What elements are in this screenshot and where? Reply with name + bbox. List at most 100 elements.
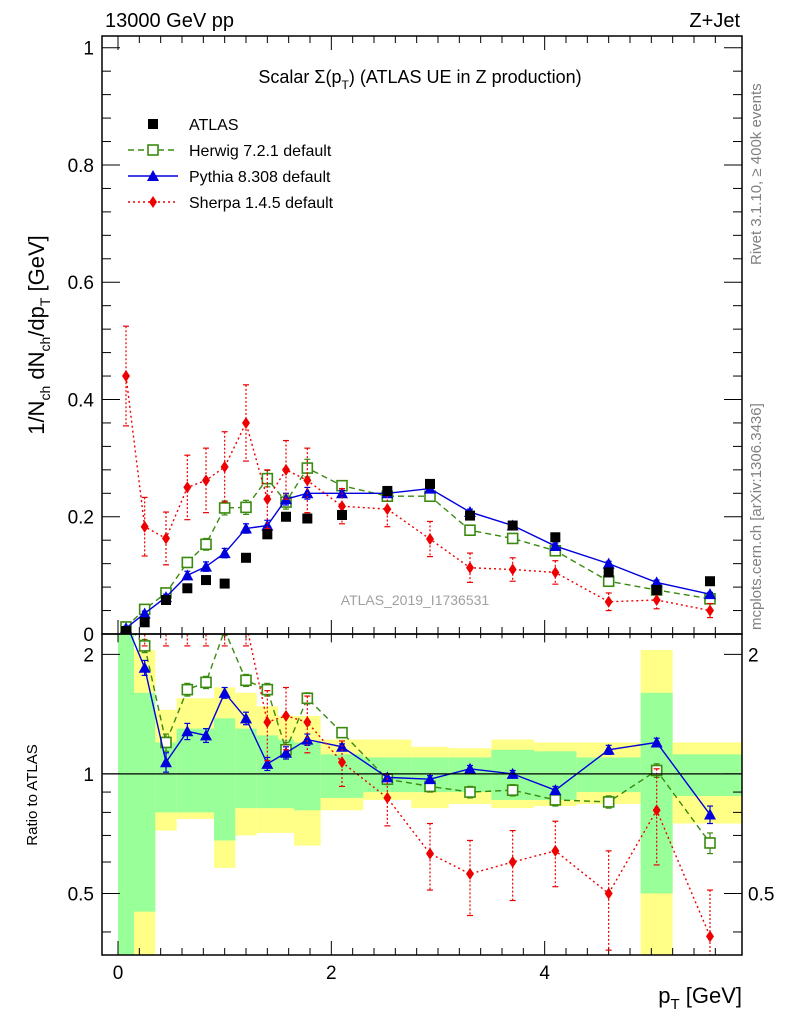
ratio-pythia-point-4 (200, 729, 212, 741)
ytick-label-main: 1 (83, 39, 94, 60)
band-green-5 (214, 718, 236, 841)
main-atlas-point-4 (201, 575, 211, 586)
main-pythia-point-6 (240, 522, 252, 534)
ytick-label-ratio: 2 (83, 645, 94, 666)
main-atlas-point-2 (161, 594, 171, 605)
ytick-label-ratio-right: 0.5 (748, 884, 774, 905)
ratio-pythia-point-8 (280, 746, 292, 758)
ratio-frame (101, 633, 743, 956)
side-label-rivet: Rivet 3.1.10, ≥ 400k events (748, 83, 765, 265)
main-sherpa-point-10 (338, 500, 346, 513)
main-atlas-point-12 (425, 478, 435, 489)
main-sherpa-point-12 (426, 533, 434, 546)
main-herwig-point-5 (218, 502, 231, 514)
main-atlas-point-10 (337, 509, 347, 520)
main-atlas-point-6 (241, 552, 251, 563)
main-series-group (120, 325, 716, 634)
band-green-1 (134, 692, 156, 912)
ratio-sherpa-point-18 (706, 930, 714, 943)
main-sherpa-point-2 (162, 532, 170, 545)
main-atlas-point-13 (465, 510, 475, 521)
ratio-pythia-point-9 (301, 733, 314, 745)
main-pythia-point-3 (181, 569, 194, 581)
main-sherpa-point-9 (303, 474, 312, 487)
main-sherpa-point-4 (202, 474, 210, 487)
ytick-label-ratio: 0.5 (68, 884, 94, 905)
legend-label-sherpa: Sherpa 1.4.5 default (189, 195, 334, 212)
ratio-sherpa-point-8 (282, 709, 290, 722)
legend-marker-sherpa (149, 196, 157, 208)
main-atlas-point-5 (219, 578, 230, 589)
band-green-0 (118, 634, 134, 955)
ytick-label-ratio: 1 (83, 765, 94, 786)
main-sherpa-point-14 (508, 563, 517, 576)
legend-label-atlas: ATLAS (189, 117, 239, 134)
ratio-pythia-point-12 (424, 773, 436, 785)
ratio-sherpa-point-16 (604, 887, 613, 900)
xtick-label: 2 (326, 963, 337, 984)
header-left: 13000 GeV pp (105, 10, 234, 32)
ratio-sherpa-point-15 (551, 844, 560, 857)
main-sherpa-point-7 (263, 493, 272, 506)
main-herwig-point-6 (240, 501, 252, 514)
main-pythia-point-1 (138, 607, 151, 619)
ratio-sherpa-point-9 (303, 716, 312, 729)
ratio-sherpa-point-7 (263, 716, 272, 729)
ratio-sherpa-point-10 (338, 756, 346, 769)
analysis-watermark: ATLAS_2019_I1736531 (341, 592, 490, 608)
x-axis-title: pT [GeV] (658, 983, 742, 1013)
main-atlas-point-16 (603, 567, 614, 578)
main-pythia-point-4 (200, 560, 212, 572)
ratio-herwig-point-14 (506, 784, 519, 796)
main-sherpa-point-8 (282, 463, 290, 476)
ytick-label-main: 0.6 (68, 273, 94, 294)
ratio-pythia-point-11 (381, 771, 394, 783)
legend-label-pythia: Pythia 8.308 default (189, 169, 331, 186)
ratio-pythia-point-13 (464, 762, 476, 774)
main-sherpa-point-3 (183, 481, 192, 494)
ratio-pythia-point-7 (261, 757, 274, 769)
main-pythia-point-5 (218, 547, 231, 559)
ytick-label-main: 0.8 (68, 156, 94, 177)
main-sherpa-point-0 (122, 370, 130, 383)
ratio-sherpa-point-11 (383, 791, 392, 804)
main-atlas-point-1 (139, 617, 150, 628)
ratio-pythia-point-16 (602, 743, 615, 755)
ratio-pythia-point-17 (650, 736, 663, 748)
ratio-pythia-point-15 (549, 784, 562, 796)
legend-marker-atlas (148, 119, 158, 129)
ratio-pythia-point-5 (218, 686, 231, 698)
ratio-herwig-point-9 (301, 692, 314, 705)
main-atlas-point-8 (281, 511, 291, 522)
ratio-sherpa-point-17 (652, 804, 661, 817)
legend-label-herwig: Herwig 7.2.1 default (189, 143, 332, 160)
ratio-series-group (129, 634, 716, 955)
ratio-ylabel: Ratio to ATLAS (24, 744, 41, 845)
ytick-label-main: 0.4 (68, 390, 95, 411)
ratio-herwig-point-10 (336, 726, 348, 739)
main-sherpa-point-17 (652, 593, 661, 606)
main-atlas-point-17 (651, 585, 662, 596)
main-sherpa-point-1 (140, 520, 149, 533)
side-label-mcplots: mcplots.cern.ch [arXiv:1306.3436] (748, 403, 765, 630)
main-sherpa-point-11 (383, 503, 392, 516)
main-sherpa-line (125, 375, 711, 612)
header-right: Z+Jet (689, 10, 740, 32)
chart-title-main: Scalar Σ(p (258, 67, 341, 87)
legend-marker-herwig (147, 144, 159, 156)
ratio-herwig-point-16 (602, 796, 615, 808)
band-green-4 (198, 728, 214, 813)
ratio-herwig-point-6 (240, 674, 252, 687)
main-ylabel: 1/Nch dNch/dpT [GeV] (24, 235, 53, 435)
tick-labels: 00.20.40.60.810.5 0.512 20 2 4 (68, 39, 775, 984)
main-atlas-point-14 (507, 520, 518, 531)
main-atlas-point-11 (382, 485, 393, 496)
main-atlas-point-9 (302, 513, 313, 524)
main-sherpa-point-13 (466, 561, 474, 574)
xtick-label: 4 (539, 963, 550, 984)
main-pythia-point-7 (261, 519, 274, 531)
main-herwig-point-3 (181, 556, 194, 569)
xtick-label: 0 (113, 963, 124, 984)
ratio-pythia-point-1 (138, 661, 151, 673)
